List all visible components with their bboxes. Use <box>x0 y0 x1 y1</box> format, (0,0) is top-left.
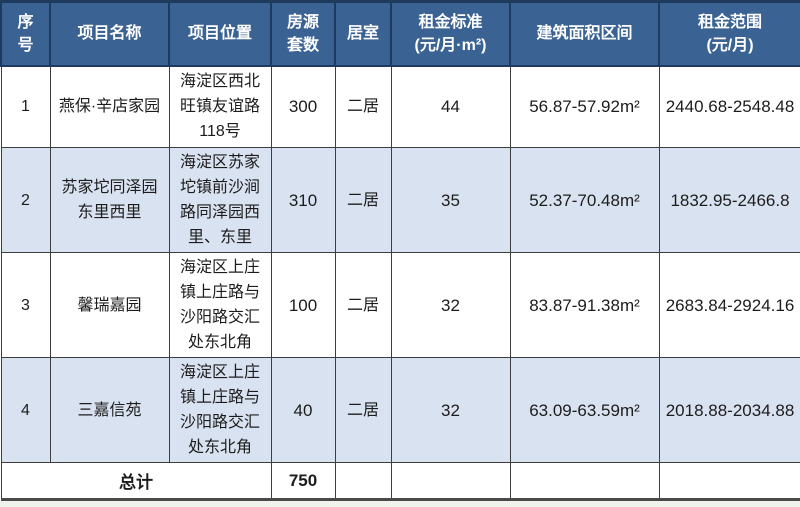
bottom-margin-strip <box>0 501 800 507</box>
cell-location-1: 海淀区西北旺镇友谊路118号 <box>168 65 272 148</box>
table-row-1: 1 燕保·辛店家园 海淀区西北旺镇友谊路118号 300 二居 44 56.87… <box>0 65 800 148</box>
total-empty-layout <box>334 462 392 500</box>
cell-rent-standard-3: 32 <box>390 252 511 358</box>
cell-rent-standard-1: 44 <box>390 65 511 148</box>
table-row-4: 4 三嘉信苑 海淀区上庄镇上庄路与沙阳路交汇处东北角 40 二居 32 63.0… <box>0 357 800 463</box>
col-header-units: 房源 套数 <box>270 0 336 67</box>
cell-name-1: 燕保·辛店家园 <box>49 65 170 148</box>
cell-rent-standard-4: 32 <box>390 357 511 463</box>
cell-name-4: 三嘉信苑 <box>49 357 170 463</box>
cell-rent-range-3: 2683.84-2924.16 <box>658 252 800 358</box>
cell-area-range-3: 83.87-91.38m² <box>509 252 660 358</box>
cell-location-4: 海淀区上庄镇上庄路与沙阳路交汇处东北角 <box>168 357 272 463</box>
col-header-project-location: 项目位置 <box>168 0 272 67</box>
cell-units-4: 40 <box>270 357 336 463</box>
col-header-index: 序 号 <box>0 0 51 67</box>
cell-area-range-2: 52.37-70.48m² <box>509 147 660 253</box>
cell-layout-2: 二居 <box>334 147 392 253</box>
cell-index-4: 4 <box>0 357 51 463</box>
cell-layout-1: 二居 <box>334 65 392 148</box>
total-units: 750 <box>270 462 336 500</box>
col-header-layout: 居室 <box>334 0 392 67</box>
cell-name-2: 苏家坨同泽园东里西里 <box>49 147 170 253</box>
table-row-2: 2 苏家坨同泽园东里西里 海淀区苏家坨镇前沙涧路同泽园西里、东里 310 二居 … <box>0 147 800 253</box>
cell-location-2: 海淀区苏家坨镇前沙涧路同泽园西里、东里 <box>168 147 272 253</box>
cell-index-2: 2 <box>0 147 51 253</box>
cell-rent-range-2: 1832.95-2466.8 <box>658 147 800 253</box>
cell-layout-3: 二居 <box>334 252 392 358</box>
cell-rent-standard-2: 35 <box>390 147 511 253</box>
cell-area-range-4: 63.09-63.59m² <box>509 357 660 463</box>
cell-units-2: 310 <box>270 147 336 253</box>
cell-index-3: 3 <box>0 252 51 358</box>
cell-index-1: 1 <box>0 65 51 148</box>
total-empty-rent-standard <box>390 462 511 500</box>
total-row: 总计 750 <box>0 462 800 500</box>
cell-rent-range-1: 2440.68-2548.48 <box>658 65 800 148</box>
cell-units-3: 100 <box>270 252 336 358</box>
table-body: 1 燕保·辛店家园 海淀区西北旺镇友谊路118号 300 二居 44 56.87… <box>0 65 800 500</box>
cell-rent-range-4: 2018.88-2034.88 <box>658 357 800 463</box>
col-header-project-name: 项目名称 <box>49 0 170 67</box>
header-row: 序 号 项目名称 项目位置 房源 套数 居室 租金标准 (元/月·m²) 建筑面… <box>0 0 800 67</box>
cell-layout-4: 二居 <box>334 357 392 463</box>
table-row-3: 3 馨瑞嘉园 海淀区上庄镇上庄路与沙阳路交汇处东北角 100 二居 32 83.… <box>0 252 800 358</box>
cell-area-range-1: 56.87-57.92m² <box>509 65 660 148</box>
col-header-rent-range: 租金范围 (元/月) <box>658 0 800 67</box>
cell-name-3: 馨瑞嘉园 <box>49 252 170 358</box>
total-empty-area-range <box>509 462 660 500</box>
col-header-rent-standard: 租金标准 (元/月·m²) <box>390 0 511 67</box>
total-empty-rent-range <box>658 462 800 500</box>
table-header: 序 号 项目名称 项目位置 房源 套数 居室 租金标准 (元/月·m²) 建筑面… <box>0 0 800 67</box>
col-header-area-range: 建筑面积区间 <box>509 0 660 67</box>
total-label: 总计 <box>0 462 272 500</box>
cell-units-1: 300 <box>270 65 336 148</box>
cell-location-3: 海淀区上庄镇上庄路与沙阳路交汇处东北角 <box>168 252 272 358</box>
